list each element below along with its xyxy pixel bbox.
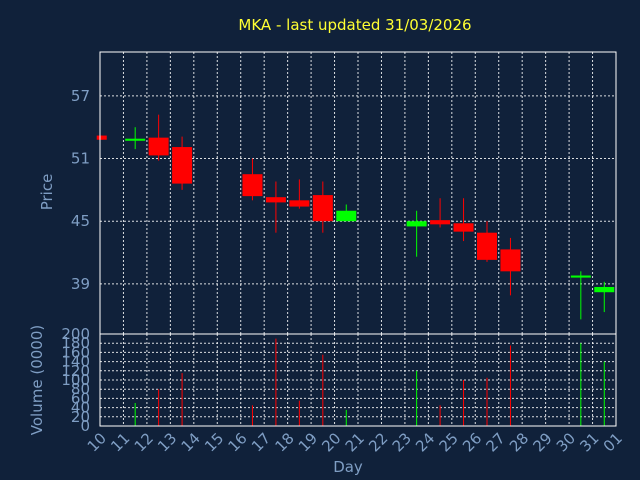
candle-24	[430, 198, 451, 228]
volume-bars	[134, 338, 605, 426]
x-ticks: 1011121314151617181920212223242526272829…	[84, 429, 626, 455]
x-tick-label: 21	[342, 429, 368, 455]
candle-11	[125, 127, 146, 150]
candle-body	[242, 174, 263, 197]
price-candles	[96, 114, 615, 320]
candle-body	[406, 221, 427, 227]
price-y-ticks: 39 45 51 57	[71, 87, 90, 293]
candle-body	[594, 287, 615, 293]
candle-body	[312, 195, 333, 222]
candle-body	[570, 275, 591, 278]
candle-body	[336, 210, 357, 222]
candle-10	[96, 135, 107, 140]
x-tick-label: 24	[412, 429, 438, 455]
volume-frame	[99, 333, 617, 427]
x-axis-label: Day	[333, 458, 363, 476]
volume-y-tick-label: 60	[71, 389, 90, 407]
volume-y-tick-label: 80	[71, 380, 90, 398]
x-tick-label: 16	[225, 429, 251, 455]
x-tick-label: 13	[154, 429, 180, 455]
candle-20	[336, 204, 357, 222]
volume-grid	[99, 333, 617, 427]
candle-body	[289, 200, 310, 207]
candle-body	[172, 147, 193, 184]
price-panel: 39 45 51 57 Price	[38, 51, 617, 335]
chart-title: MKA - last updated 31/03/2026	[238, 16, 471, 34]
candle-18	[289, 179, 310, 209]
volume-y-tick-label: 100	[61, 371, 90, 389]
candle-23	[406, 210, 427, 257]
candle-body	[265, 197, 286, 203]
volume-axis-label: Volume (0000)	[28, 325, 46, 435]
candle-body	[125, 138, 146, 141]
candle-13	[172, 136, 193, 190]
candle-17	[265, 181, 286, 233]
volume-y-tick-label: 0	[80, 417, 90, 435]
candle-body	[453, 223, 474, 232]
price-y-tick-label: 51	[71, 150, 90, 168]
candle-body	[430, 220, 451, 225]
volume-y-tick-label: 20	[71, 408, 90, 426]
x-tick-label: 20	[318, 429, 344, 455]
x-tick-label: 23	[389, 429, 415, 455]
candle-25	[453, 198, 474, 242]
x-tick-label: 17	[248, 429, 274, 455]
candle-body	[96, 135, 107, 140]
candle-26	[477, 221, 497, 262]
volume-y-tick-label: 140	[61, 353, 90, 371]
x-tick-label: 27	[483, 429, 509, 455]
candle-12	[148, 114, 169, 161]
x-tick-label: 22	[365, 429, 391, 455]
x-tick-label: 19	[295, 429, 321, 455]
x-tick-label: 11	[107, 429, 133, 455]
x-tick-label: 31	[576, 429, 602, 455]
x-tick-label: 12	[131, 429, 157, 455]
x-tick-label: 18	[271, 429, 297, 455]
candle-27	[500, 237, 521, 296]
price-axis-label: Price	[38, 174, 56, 211]
price-y-tick-label: 57	[71, 87, 90, 105]
candle-16	[242, 158, 263, 201]
volume-y-tick-label: 40	[71, 399, 90, 417]
candle-31	[594, 281, 615, 313]
volume-y-tick-label: 180	[61, 334, 90, 352]
candle-body	[477, 232, 497, 260]
volume-y-tick-label: 160	[61, 343, 90, 361]
x-tick-label: 25	[436, 429, 462, 455]
x-tick-label: 15	[201, 429, 227, 455]
candle-30	[570, 271, 591, 320]
volume-y-tick-label: 200	[61, 325, 90, 343]
price-y-tick-label: 45	[71, 212, 90, 230]
x-tick-label: 14	[178, 429, 204, 455]
x-tick-label: 01	[600, 429, 626, 455]
candle-19	[312, 181, 333, 233]
x-tick-label: 30	[553, 429, 579, 455]
x-tick-label: 26	[459, 429, 485, 455]
price-grid	[99, 52, 617, 334]
candle-body	[500, 249, 521, 272]
volume-y-tick-label: 120	[61, 362, 90, 380]
x-tick-label: 29	[529, 429, 555, 455]
price-y-tick-label: 39	[71, 275, 90, 293]
candle-body	[148, 137, 169, 156]
x-tick-label: 28	[506, 429, 532, 455]
